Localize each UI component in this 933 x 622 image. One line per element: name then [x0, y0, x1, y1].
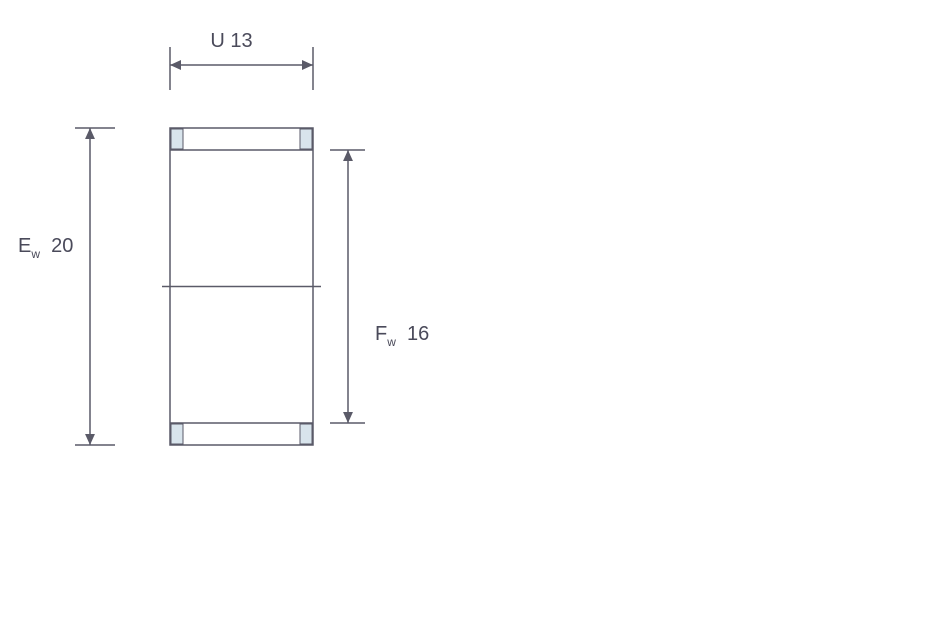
dim-f-subscript: w — [386, 335, 396, 349]
dim-label-u: U 13 — [210, 30, 252, 52]
dim-e-value: 20 — [40, 235, 73, 257]
dim-e-symbol: E — [18, 235, 31, 257]
dim-label-f: Fw 16 — [375, 323, 429, 349]
corner-marker — [171, 424, 183, 444]
dim-u-value: 13 — [230, 30, 252, 52]
dim-u-symbol: U — [210, 30, 224, 52]
dim-f-value: 16 — [396, 323, 429, 345]
bearing-dimension-diagram: U 13 Ew 20 Fw 16 — [0, 0, 933, 622]
corner-marker — [171, 129, 183, 149]
dim-f-symbol: F — [375, 323, 387, 345]
corner-marker — [300, 424, 312, 444]
corner-marker — [300, 129, 312, 149]
dim-label-e: Ew 20 — [18, 235, 73, 261]
dim-e-subscript: w — [30, 247, 40, 261]
